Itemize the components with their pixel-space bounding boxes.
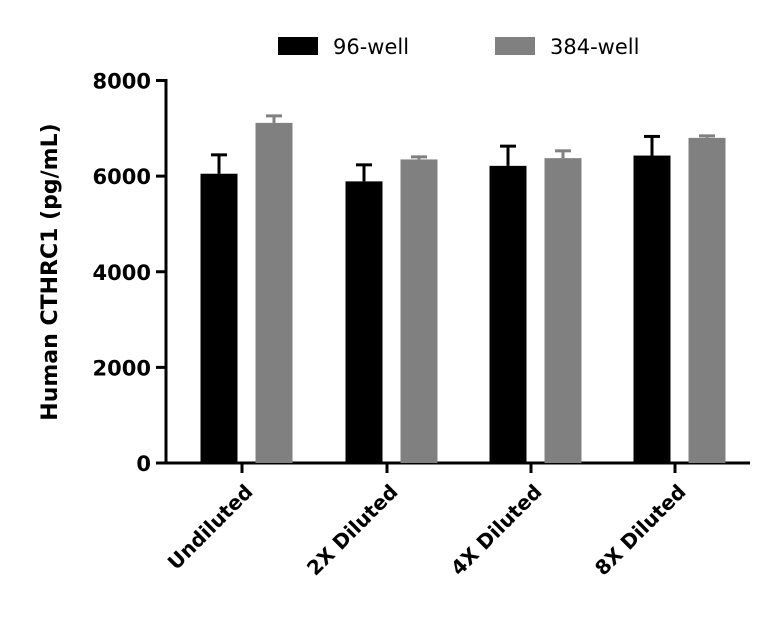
x-tick-label: 2X Diluted (302, 480, 403, 581)
bar-96-well (489, 165, 527, 463)
legend-swatch (495, 37, 535, 55)
legend-label: 384-well (550, 35, 639, 59)
x-tick-label: 8X Diluted (590, 480, 691, 581)
bar-384-well (688, 137, 726, 463)
x-tick-label: Undiluted (163, 480, 258, 575)
bar-96-well (345, 181, 383, 463)
legend-label: 96-well (333, 35, 409, 59)
y-tick-label: 8000 (93, 70, 151, 94)
y-axis: 0 2000 4000 6000 8000 (93, 70, 168, 476)
x-axis: Undiluted 2X Diluted 4X Diluted 8X Diluted (163, 461, 750, 581)
bar-384-well (544, 158, 582, 463)
legend-swatch (278, 37, 318, 55)
bar-384-well (255, 122, 293, 463)
y-tick-label: 4000 (93, 261, 151, 285)
y-tick-label: 6000 (93, 165, 151, 189)
x-tick-label: 4X Diluted (446, 480, 547, 581)
bar-384-well (400, 159, 438, 464)
bars (200, 114, 726, 464)
y-tick-label: 2000 (93, 356, 151, 380)
bar-96-well (200, 173, 238, 463)
bar-96-well (633, 155, 671, 464)
y-tick-label: 0 (136, 452, 151, 476)
legend: 96-well 384-well (278, 35, 639, 59)
y-axis-label: Human CTHRC1 (pg/mL) (38, 123, 63, 420)
